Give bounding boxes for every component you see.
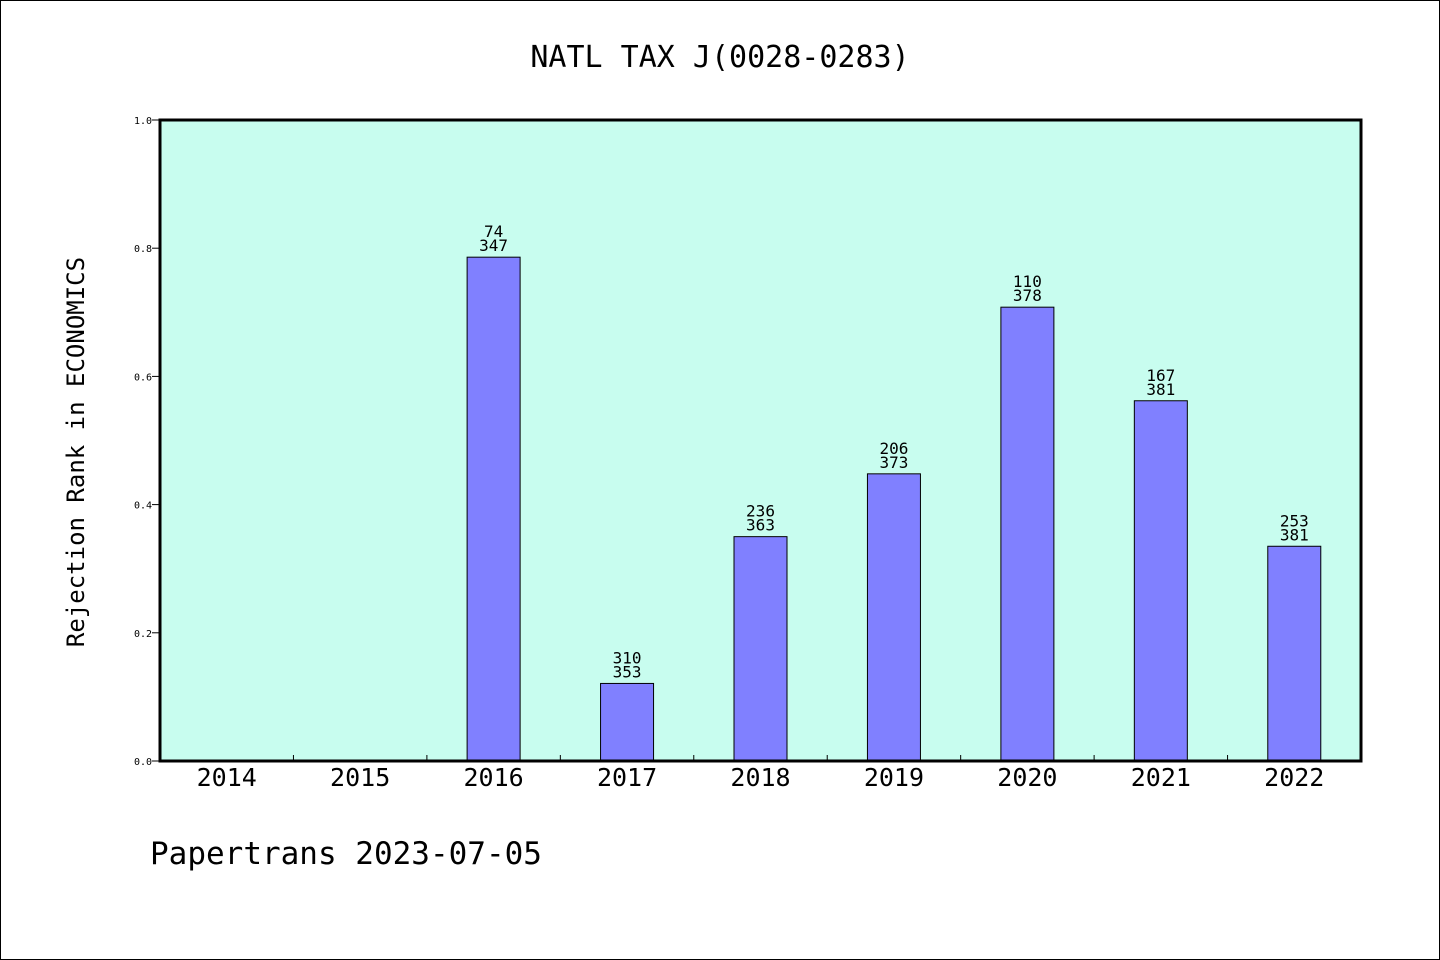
plot-border: [158, 118, 1363, 763]
bar-label-top: 236: [746, 502, 775, 521]
x-tick-label: 2014: [197, 763, 257, 792]
y-axis-label: Rejection Rank in ECONOMICS: [62, 257, 90, 647]
x-tick-label: 2018: [730, 763, 790, 792]
bar-label-bottom: 378: [1013, 286, 1042, 305]
bar-label-top: 110: [1013, 272, 1042, 291]
y-tick-label: 0.0: [134, 757, 152, 768]
x-axis-ticks: 2014 2015 2016 2017 2018 2019 2020 2021 2022: [197, 755, 1324, 792]
chart-title: NATL TAX J(0028-0283): [530, 40, 909, 75]
x-tick-label: 2015: [330, 763, 390, 792]
bar-labels: 7434731035323636320637311037816738125338…: [479, 222, 1309, 681]
y-axis-ticks: 0.0 0.2 0.4 0.6 0.8 1.0: [134, 116, 160, 768]
x-tick-label: 2021: [1131, 763, 1191, 792]
bar-label-top: 206: [879, 439, 908, 458]
x-tick-label: 2019: [864, 763, 924, 792]
bar-label-top: 253: [1280, 511, 1309, 530]
bar-label-bottom: 353: [613, 662, 642, 681]
y-tick-label: 0.6: [134, 372, 152, 383]
bar-label-bottom: 363: [746, 516, 775, 535]
x-tick-label: 2020: [997, 763, 1057, 792]
bar-2018: [733, 536, 788, 762]
bar-2016: [466, 256, 521, 762]
y-tick-label: 0.4: [134, 501, 152, 512]
y-tick-label: 0.8: [134, 244, 152, 255]
bar-2022: [1267, 545, 1322, 762]
bar-2017: [600, 682, 655, 762]
footer-credit: Papertrans 2023-07-05: [150, 836, 542, 872]
bars: [466, 256, 1322, 762]
x-tick-label: 2017: [597, 763, 657, 792]
y-tick-label: 1.0: [134, 116, 152, 127]
bar-label-bottom: 373: [879, 453, 908, 472]
bar-2021: [1133, 400, 1188, 762]
x-tick-label: 2022: [1264, 763, 1324, 792]
bar-2020: [1000, 306, 1055, 762]
y-tick-label: 0.2: [134, 629, 152, 640]
x-tick-label: 2016: [464, 763, 524, 792]
bar-label-top: 310: [613, 648, 642, 667]
bar-label-top: 167: [1146, 366, 1175, 385]
bar-2019: [866, 473, 921, 762]
bar-label-bottom: 347: [479, 236, 508, 255]
bar-label-bottom: 381: [1146, 380, 1175, 399]
bar-label-top: 74: [484, 222, 503, 241]
bar-label-bottom: 381: [1280, 525, 1309, 544]
